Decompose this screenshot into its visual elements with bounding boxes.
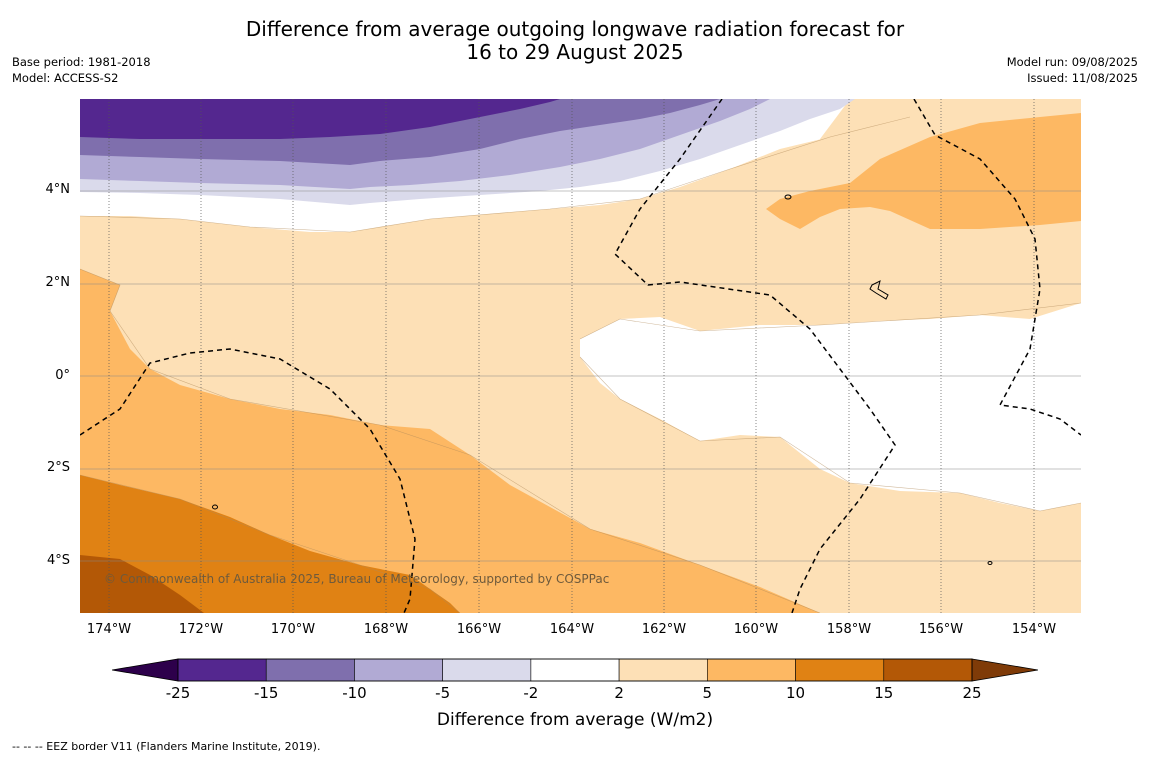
colorbar-bin	[442, 658, 532, 682]
colorbar-bin	[883, 658, 973, 682]
colorbar-extend-max	[971, 658, 1038, 682]
colorbar-bin	[707, 658, 796, 682]
lon-label-154w: 154°W	[1011, 622, 1057, 637]
colorbar-tick-label: 5	[702, 684, 713, 702]
region-15-to-25-south-west	[80, 555, 204, 613]
colorbar-tick-label: -5	[435, 684, 451, 702]
colorbar-tick-label: 10	[786, 684, 806, 702]
issued-date: Issued: 11/08/2025	[1027, 71, 1138, 85]
region-10-to-15-south-west	[80, 475, 460, 613]
model-name: Model: ACCESS-S2	[12, 71, 119, 85]
colorbar-tick-label: -15	[253, 684, 279, 702]
colorbar-tick-label: 2	[614, 684, 624, 702]
map-title: Difference from average outgoing longwav…	[0, 18, 1150, 64]
title-line-1: Difference from average outgoing longwav…	[245, 17, 905, 41]
colorbar-bin	[354, 658, 443, 682]
eez-border-kiribati-phoenix	[80, 348, 416, 613]
eez-borders	[80, 99, 1081, 613]
lon-label-168w: 168°W	[363, 622, 409, 637]
lon-label-160w: 160°W	[733, 622, 779, 637]
eez-border-kiribati-line-east	[913, 99, 1081, 436]
colorbar-bin	[795, 658, 885, 682]
contour-lines	[80, 116, 1081, 613]
island-2	[212, 504, 218, 510]
lat-label-0: 0°	[55, 368, 70, 383]
lon-label-156w: 156°W	[918, 622, 964, 637]
latitude-gridlines	[80, 190, 1081, 562]
island-3	[987, 561, 993, 565]
olr-anomaly-map	[80, 99, 1081, 613]
island-1	[784, 194, 792, 200]
colorbar-bin	[618, 658, 708, 682]
region-5-to-10-south-west	[80, 269, 820, 613]
colorbar-bin	[177, 658, 267, 682]
region-near-average-equator	[580, 303, 1081, 511]
colorbar-bins	[177, 658, 973, 682]
island-kiritimati	[869, 280, 889, 300]
colorbar-tick-label: -2	[523, 684, 539, 702]
lat-label-4s: 4°S	[46, 553, 70, 568]
lon-label-172w: 172°W	[178, 622, 224, 637]
lon-label-164w: 164°W	[549, 622, 595, 637]
lon-label-162w: 162°W	[641, 622, 687, 637]
colorbar-tick-label: 15	[874, 684, 894, 702]
lon-label-158w: 158°W	[826, 622, 872, 637]
colorbar-extend-min	[112, 658, 179, 682]
map-panel	[80, 99, 1081, 613]
meta-left: Base period: 1981-2018 Model: ACCESS-S2	[12, 54, 151, 86]
colorbar-tick-label: 25	[962, 684, 982, 702]
colorbar-bin	[265, 658, 355, 682]
colorbar-tick-label: -25	[165, 684, 191, 702]
model-run: Model run: 09/08/2025	[1006, 55, 1138, 69]
lat-label-2s: 2°S	[46, 460, 70, 475]
lon-label-170w: 170°W	[270, 622, 316, 637]
colorbar-bin	[530, 658, 620, 682]
copyright-notice: © Commonwealth of Australia 2025, Bureau…	[104, 572, 610, 586]
islands	[212, 194, 993, 565]
lon-label-174w: 174°W	[86, 622, 132, 637]
region-minus25-to-minus15	[80, 99, 560, 139]
region-5-to-10-north-east	[766, 113, 1081, 229]
colorbar	[112, 658, 1038, 682]
colorbar-tick-label: -10	[342, 684, 367, 702]
lat-label-4n: 4°N	[45, 182, 71, 197]
base-period: Base period: 1981-2018	[12, 55, 151, 69]
colorbar-title: Difference from average (W/m2)	[436, 710, 714, 730]
meta-right: Model run: 09/08/2025 Issued: 11/08/2025	[1007, 54, 1138, 86]
eez-footnote: -- -- -- EEZ border V11 (Flanders Marine…	[12, 740, 321, 753]
lon-label-166w: 166°W	[456, 622, 502, 637]
title-line-2: 16 to 29 August 2025	[466, 40, 684, 64]
eez-border-kiribati-line-north	[614, 99, 896, 613]
lat-label-2n: 2°N	[45, 275, 71, 290]
